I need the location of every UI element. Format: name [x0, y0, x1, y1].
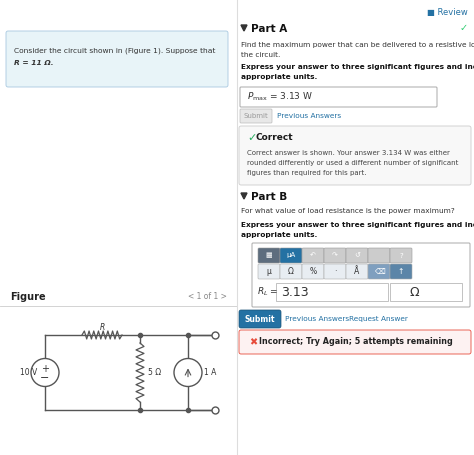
- Text: Find the maximum power that can be delivered to a resistive load by: Find the maximum power that can be deliv…: [241, 42, 474, 48]
- Text: ·: ·: [334, 267, 336, 276]
- Text: Consider the circuit shown in (Figure 1). Suppose that: Consider the circuit shown in (Figure 1)…: [14, 48, 215, 55]
- FancyBboxPatch shape: [324, 264, 346, 279]
- Text: Incorrect; Try Again; 5 attempts remaining: Incorrect; Try Again; 5 attempts remaini…: [259, 338, 453, 347]
- Text: Request Answer: Request Answer: [349, 316, 408, 322]
- Text: ⌫: ⌫: [374, 267, 384, 276]
- FancyBboxPatch shape: [324, 248, 346, 263]
- Text: Å: Å: [355, 267, 360, 276]
- FancyBboxPatch shape: [346, 264, 368, 279]
- Text: ▦: ▦: [266, 253, 272, 258]
- FancyBboxPatch shape: [346, 248, 368, 263]
- Text: Ω: Ω: [288, 267, 294, 276]
- Text: Previous Answers: Previous Answers: [277, 113, 341, 119]
- Circle shape: [31, 359, 59, 386]
- FancyBboxPatch shape: [258, 264, 280, 279]
- Text: Express your answer to three significant figures and include the: Express your answer to three significant…: [241, 222, 474, 228]
- FancyBboxPatch shape: [252, 243, 470, 307]
- FancyBboxPatch shape: [390, 248, 412, 263]
- Text: Correct: Correct: [256, 133, 293, 142]
- Text: 10 V: 10 V: [20, 368, 37, 377]
- Circle shape: [174, 359, 202, 386]
- Text: appropriate units.: appropriate units.: [241, 74, 318, 80]
- FancyBboxPatch shape: [302, 248, 324, 263]
- FancyBboxPatch shape: [240, 87, 437, 107]
- FancyBboxPatch shape: [240, 109, 272, 123]
- FancyBboxPatch shape: [280, 264, 302, 279]
- Text: Part A: Part A: [251, 24, 287, 34]
- Text: appropriate units.: appropriate units.: [241, 232, 318, 238]
- Text: Express your answer to three significant figures and include the: Express your answer to three significant…: [241, 64, 474, 70]
- Polygon shape: [241, 193, 247, 199]
- FancyBboxPatch shape: [6, 31, 228, 87]
- Text: −: −: [40, 373, 50, 383]
- Text: For what value of load resistance is the power maximum?: For what value of load resistance is the…: [241, 208, 455, 214]
- Text: μA: μA: [286, 253, 296, 258]
- Text: R = 11 Ω.: R = 11 Ω.: [14, 60, 54, 66]
- Text: 1 A: 1 A: [204, 368, 216, 377]
- Text: the circuit.: the circuit.: [241, 52, 281, 58]
- Text: +: +: [41, 364, 49, 374]
- FancyBboxPatch shape: [390, 264, 412, 279]
- Text: 3.13: 3.13: [281, 285, 309, 298]
- Text: ↷: ↷: [332, 253, 338, 258]
- Polygon shape: [241, 25, 247, 31]
- Text: figures than required for this part.: figures than required for this part.: [247, 170, 366, 176]
- FancyBboxPatch shape: [368, 248, 390, 263]
- Text: ■ Review: ■ Review: [427, 8, 468, 17]
- Text: Figure: Figure: [10, 292, 46, 302]
- Text: Part B: Part B: [251, 192, 287, 202]
- Text: $R_L$ =: $R_L$ =: [257, 286, 278, 298]
- FancyBboxPatch shape: [239, 310, 281, 328]
- Text: < 1 of 1 >: < 1 of 1 >: [188, 292, 227, 301]
- Text: ✖: ✖: [249, 337, 257, 347]
- Text: $P_{\rm max}$ = 3.13 W: $P_{\rm max}$ = 3.13 W: [247, 91, 313, 103]
- Text: Previous Answers: Previous Answers: [285, 316, 349, 322]
- Text: Ω: Ω: [409, 285, 419, 298]
- Text: ✓: ✓: [247, 133, 256, 143]
- FancyBboxPatch shape: [280, 248, 302, 263]
- Text: rounded differently or used a different number of significant: rounded differently or used a different …: [247, 160, 458, 166]
- Text: ↑: ↑: [398, 267, 404, 276]
- Text: 5 Ω: 5 Ω: [148, 368, 161, 377]
- Text: Submit: Submit: [245, 314, 275, 324]
- FancyBboxPatch shape: [368, 264, 390, 279]
- FancyBboxPatch shape: [276, 283, 388, 301]
- FancyBboxPatch shape: [239, 330, 471, 354]
- FancyBboxPatch shape: [390, 283, 462, 301]
- FancyBboxPatch shape: [258, 248, 280, 263]
- Text: ↶: ↶: [310, 253, 316, 258]
- FancyBboxPatch shape: [239, 126, 471, 185]
- Text: ↺: ↺: [354, 253, 360, 258]
- Text: Correct answer is shown. Your answer 3.134 W was either: Correct answer is shown. Your answer 3.1…: [247, 150, 450, 156]
- Text: R: R: [100, 323, 105, 332]
- Text: ✓: ✓: [460, 23, 468, 33]
- Text: Submit: Submit: [244, 113, 268, 119]
- Text: ?: ?: [399, 253, 403, 258]
- Text: %: %: [310, 267, 317, 276]
- Text: μ: μ: [266, 267, 272, 276]
- FancyBboxPatch shape: [302, 264, 324, 279]
